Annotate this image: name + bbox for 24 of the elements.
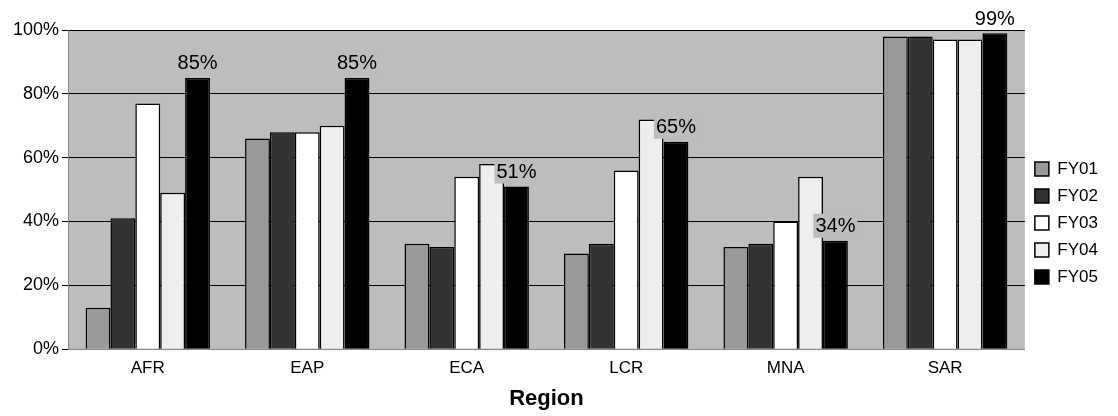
x-axis-title: Region: [509, 384, 584, 410]
x-tick-label: ECA: [449, 358, 485, 378]
y-tick-label: 100%: [12, 18, 60, 39]
data-label: 85%: [336, 51, 378, 74]
data-label: 51%: [496, 159, 537, 182]
legend-label: FY01: [1057, 158, 1099, 178]
x-tick-label: MNA: [766, 358, 806, 378]
x-tick-label: SAR: [927, 358, 963, 378]
y-tick-label: 40%: [23, 210, 60, 231]
y-tick-label: 80%: [23, 82, 60, 103]
legend-label: FY05: [1057, 266, 1099, 286]
y-tick-label: 20%: [23, 274, 60, 295]
y-tick-label: 60%: [23, 146, 60, 167]
y-tick-label: 0%: [33, 338, 60, 359]
legend-label: FY02: [1057, 185, 1099, 205]
data-label: 99%: [974, 6, 1016, 29]
legend-label: FY04: [1057, 239, 1099, 259]
data-label: 85%: [177, 51, 218, 74]
x-tick-label: LCR: [609, 358, 644, 378]
data-label: 34%: [815, 214, 856, 237]
legend-label: FY03: [1057, 212, 1099, 232]
data-label: 65%: [655, 115, 697, 138]
x-tick-label: EAP: [290, 358, 325, 378]
x-tick-label: AFR: [130, 358, 165, 378]
